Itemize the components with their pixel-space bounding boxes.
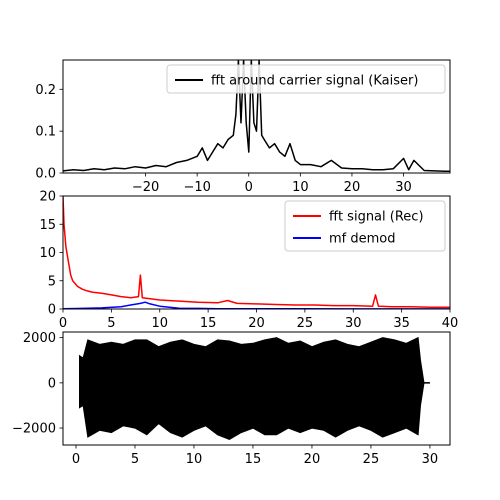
y-tick-label: 2000 [23, 331, 56, 346]
x-tick-label: 0 [59, 316, 67, 331]
legend-label: mf demod [329, 232, 396, 247]
x-tick-label: 5 [107, 316, 115, 331]
legend-box [284, 200, 446, 252]
x-tick-label: 5 [131, 452, 139, 467]
y-tick-label: 0.0 [35, 167, 56, 182]
x-tick-label: 25 [363, 452, 380, 467]
x-tick-label: 30 [345, 316, 362, 331]
x-tick-label: 15 [200, 316, 217, 331]
legend-label: fft signal (Rec) [329, 210, 424, 225]
x-tick-label: 20 [304, 452, 321, 467]
x-tick-label: 10 [151, 316, 168, 331]
y-tick-label: 20 [39, 190, 56, 205]
plot-area [79, 336, 430, 440]
x-tick-label: 15 [245, 452, 262, 467]
legend: fft signal (Rec) mf demod [284, 200, 446, 252]
x-tick-label: −10 [183, 180, 210, 195]
x-tick-label: 30 [422, 452, 439, 467]
legend-box [166, 64, 446, 94]
subplot-2: 0 5 10 15 20 25 30 35 40 0 5 10 15 20 fft signal (Rec)… [39, 190, 458, 332]
subplot-1: −20 −10 0 10 20 30 0.0 0.1 0.2 fft around carrier… [35, 59, 451, 195]
y-tick-label: 10 [39, 246, 56, 261]
axes-frame [62, 59, 451, 174]
x-tick-label: 0 [72, 452, 80, 467]
y-tick-label: −2000 [12, 422, 56, 437]
y-tick-label: 0 [48, 303, 56, 318]
subplots: −20 −10 0 10 20 30 0.0 0.1 0.2 fft around carrier… [12, 59, 458, 467]
signal-envelope [79, 336, 430, 440]
legend-label: fft around carrier signal (Kaiser) [211, 74, 418, 89]
y-tick-label: 0.1 [35, 125, 56, 140]
x-tick-label: −20 [132, 180, 159, 195]
x-tick-label: 30 [395, 180, 412, 195]
subplot-3: 0 5 10 15 20 25 30 −2000 0 2000 [12, 331, 451, 467]
x-tick-label: 20 [248, 316, 265, 331]
y-tick-label: 0 [48, 376, 56, 391]
y-tick-label: 15 [39, 218, 56, 233]
x-tick-label: 10 [186, 452, 203, 467]
x-tick-label: 10 [292, 180, 309, 195]
x-tick-label: 0 [245, 180, 253, 195]
y-tick-label: 0.2 [35, 83, 56, 98]
legend: fft around carrier signal (Kaiser) [166, 64, 446, 94]
axes-frame [62, 331, 451, 446]
x-tick-label: 35 [393, 316, 410, 331]
series-line-1 [63, 196, 450, 309]
y-tick-label: 5 [48, 274, 56, 289]
x-tick-label: 25 [297, 316, 314, 331]
x-tick-label: 40 [442, 316, 459, 331]
x-tick-label: 20 [344, 180, 361, 195]
